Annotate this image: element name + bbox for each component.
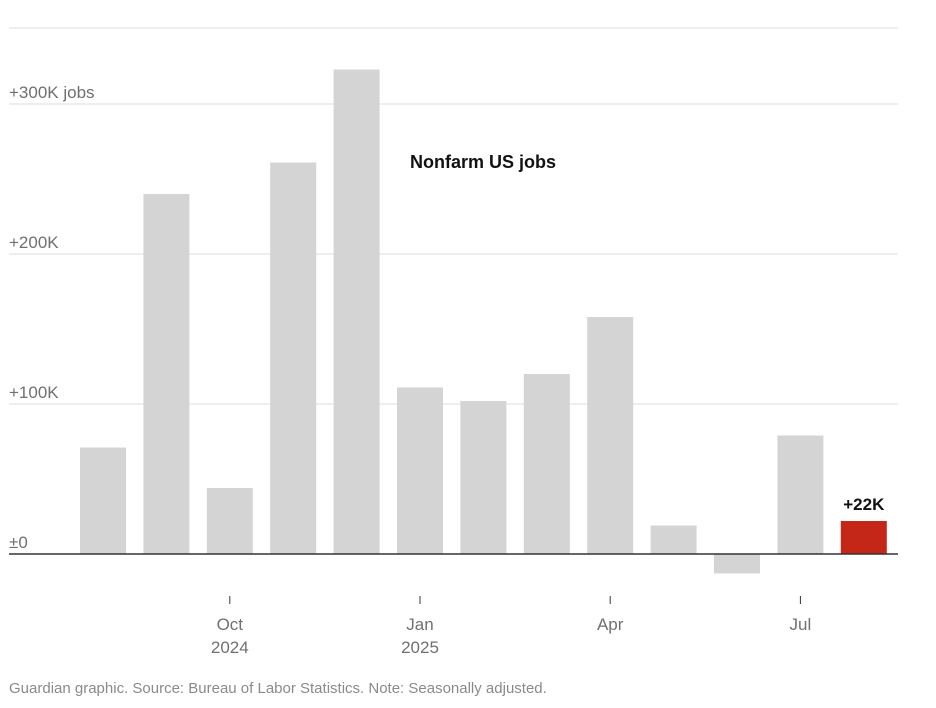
- footnote: Guardian graphic. Source: Bureau of Labo…: [9, 680, 547, 697]
- bar: [206, 488, 253, 554]
- y-tick-label: ±0: [9, 533, 28, 552]
- chart-title: Nonfarm US jobs: [410, 152, 556, 172]
- bar: [270, 162, 317, 554]
- y-tick-label: +200K: [9, 233, 59, 252]
- bars: [80, 69, 887, 574]
- labels: ±0 +100K +200K +300K jobs +22K Oct 2024 Jan 2025…: [9, 83, 885, 657]
- bar: [523, 374, 570, 554]
- x-tick-sublabel: 2024: [211, 638, 249, 657]
- bar: [714, 554, 760, 574]
- x-tick-label: Jul: [790, 615, 812, 634]
- bar-chart: ±0 +100K +200K +300K jobs +22K Oct 2024 Jan 2025…: [9, 27, 898, 657]
- x-tick-label: Oct: [217, 615, 244, 634]
- bar: [80, 447, 126, 554]
- x-tick-label: Jan: [406, 615, 433, 634]
- bar: [777, 435, 824, 554]
- bar: [650, 525, 697, 554]
- x-tick-sublabel: 2025: [401, 638, 439, 657]
- y-tick-label: +300K jobs: [9, 83, 95, 102]
- bar: [333, 69, 380, 554]
- highlight-data-label: +22K: [843, 495, 885, 514]
- y-tick-label: +100K: [9, 383, 59, 402]
- bar-highlight: [840, 521, 887, 554]
- bar: [587, 317, 634, 554]
- bar: [397, 387, 443, 554]
- gridlines: [9, 27, 898, 405]
- bar: [460, 401, 507, 554]
- axes: [9, 553, 898, 604]
- bar: [143, 194, 190, 554]
- x-tick-label: Apr: [597, 615, 624, 634]
